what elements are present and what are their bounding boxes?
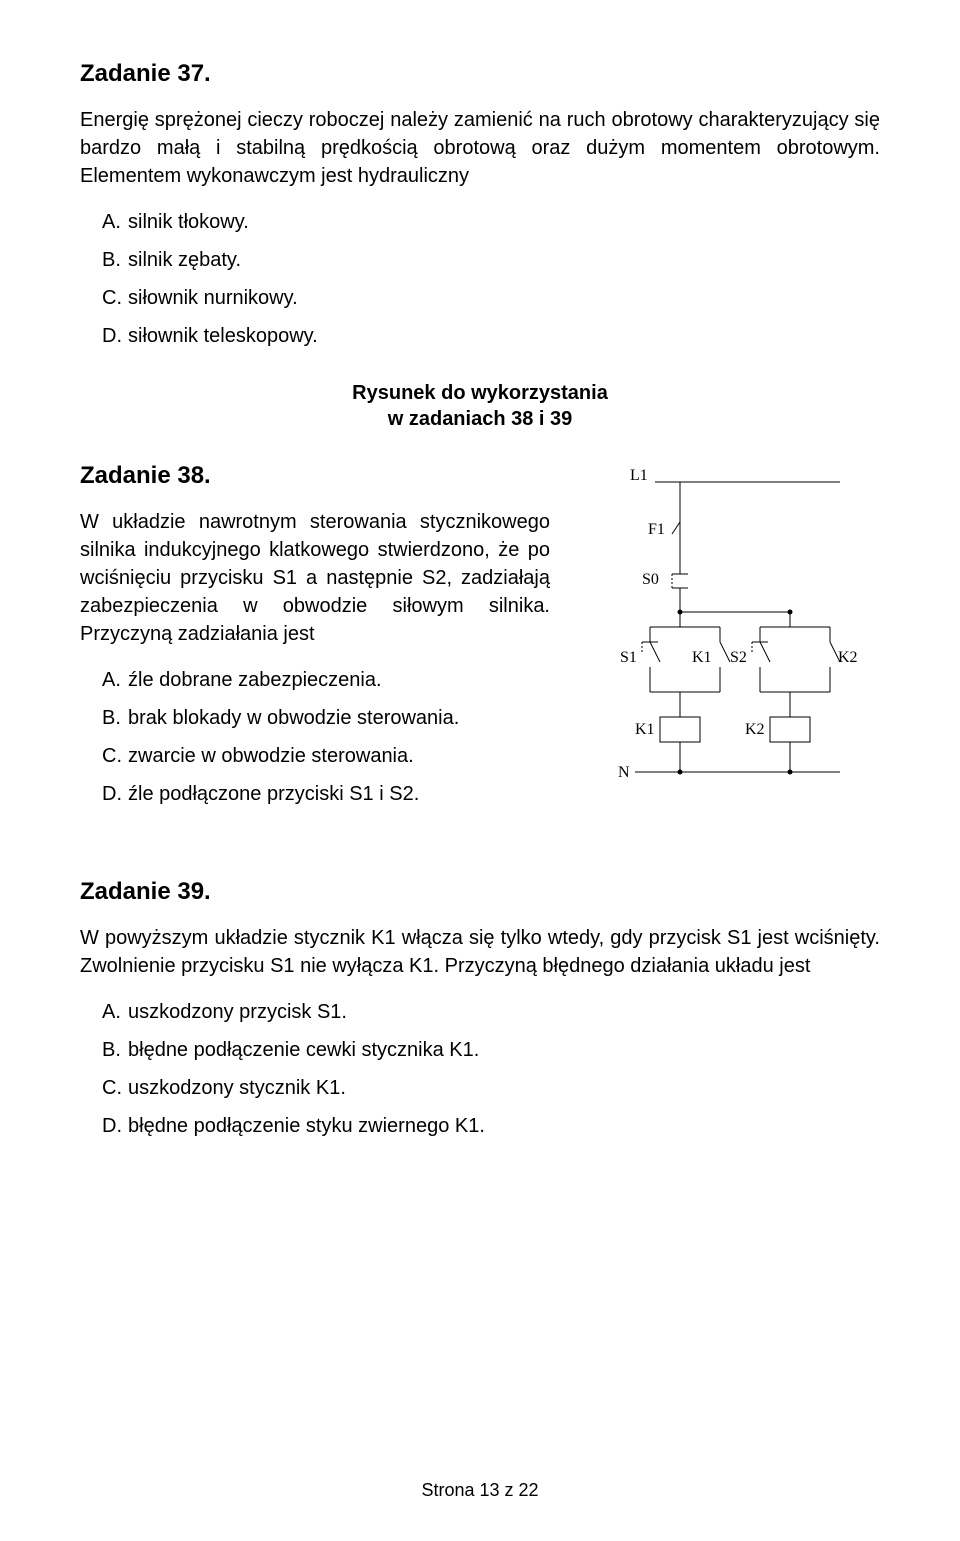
label-s2: S2	[730, 649, 747, 666]
task39-option-c-text: uszkodzony stycznik K1.	[128, 1077, 346, 1099]
task37-option-c-text: siłownik nurnikowy.	[128, 287, 298, 309]
task37-option-b: B.silnik zębaty.	[102, 246, 880, 274]
task39-option-b: B.błędne podłączenie cewki stycznika K1.	[102, 1036, 880, 1064]
task39-option-d-text: błędne podłączenie styku zwiernego K1.	[128, 1115, 485, 1137]
caption-38-39: Rysunek do wykorzystania w zadaniach 38 …	[80, 380, 880, 432]
task39-option-c: C.uszkodzony stycznik K1.	[102, 1074, 880, 1102]
task39-title: Zadanie 39.	[80, 878, 880, 906]
task37-option-c: C.siłownik nurnikowy.	[102, 284, 880, 312]
task37-options: A.silnik tłokowy. B.silnik zębaty. C.sił…	[80, 208, 880, 350]
label-k1-coil: K1	[635, 721, 655, 738]
task38-option-c: C.zwarcie w obwodzie sterowania.	[102, 742, 550, 770]
task38-row: Zadanie 38. W układzie nawrotnym sterowa…	[80, 462, 880, 838]
task39-options: A.uszkodzony przycisk S1. B.błędne podłą…	[80, 998, 880, 1140]
task38-option-b-text: brak blokady w obwodzie sterowania.	[128, 707, 459, 729]
task39-option-a-text: uszkodzony przycisk S1.	[128, 1001, 347, 1023]
task38-text: W układzie nawrotnym sterowania stycznik…	[80, 508, 550, 648]
task37-option-a-text: silnik tłokowy.	[128, 211, 249, 233]
label-k2-coil: K2	[745, 721, 765, 738]
task38-option-a-text: źle dobrane zabezpieczenia.	[128, 669, 382, 691]
task38-option-b: B.brak blokady w obwodzie sterowania.	[102, 704, 550, 732]
label-s1: S1	[620, 649, 637, 666]
task37-text: Energię sprężonej cieczy roboczej należy…	[80, 106, 880, 190]
task38-title: Zadanie 38.	[80, 462, 550, 490]
task39-option-b-text: błędne podłączenie cewki stycznika K1.	[128, 1039, 479, 1061]
label-s0: S0	[642, 571, 659, 588]
page-footer: Strona 13 z 22	[0, 1480, 960, 1501]
task37-title: Zadanie 37.	[80, 60, 880, 88]
label-k1-contact: K1	[692, 649, 712, 666]
task38-options: A.źle dobrane zabezpieczenia. B.brak blo…	[80, 666, 550, 808]
label-l1: L1	[630, 467, 648, 484]
diagram-column: L1 F1 S0 S1 K1 S2 K2 K1 K2 N	[580, 462, 880, 838]
label-f1: F1	[648, 521, 665, 538]
caption-line1: Rysunek do wykorzystania	[80, 380, 880, 406]
task38-option-c-text: zwarcie w obwodzie sterowania.	[128, 745, 414, 767]
task37-option-d: D.siłownik teleskopowy.	[102, 322, 880, 350]
task39-option-d: D.błędne podłączenie styku zwiernego K1.	[102, 1112, 880, 1140]
task37-option-a: A.silnik tłokowy.	[102, 208, 880, 236]
task39-text: W powyższym układzie stycznik K1 włącza …	[80, 924, 880, 980]
task39-option-a: A.uszkodzony przycisk S1.	[102, 998, 880, 1026]
label-k2-contact: K2	[838, 649, 858, 666]
page: Zadanie 37. Energię sprężonej cieczy rob…	[0, 0, 960, 1541]
circuit-diagram: L1 F1 S0 S1 K1 S2 K2 K1 K2 N	[580, 462, 880, 802]
label-n: N	[618, 764, 630, 781]
task38-option-d: D.źle podłączone przyciski S1 i S2.	[102, 780, 550, 808]
task38-column: Zadanie 38. W układzie nawrotnym sterowa…	[80, 462, 550, 838]
task37-option-b-text: silnik zębaty.	[128, 249, 241, 271]
task38-option-a: A.źle dobrane zabezpieczenia.	[102, 666, 550, 694]
task38-option-d-text: źle podłączone przyciski S1 i S2.	[128, 783, 419, 805]
task37-option-d-text: siłownik teleskopowy.	[128, 325, 318, 347]
caption-line2: w zadaniach 38 i 39	[80, 406, 880, 432]
